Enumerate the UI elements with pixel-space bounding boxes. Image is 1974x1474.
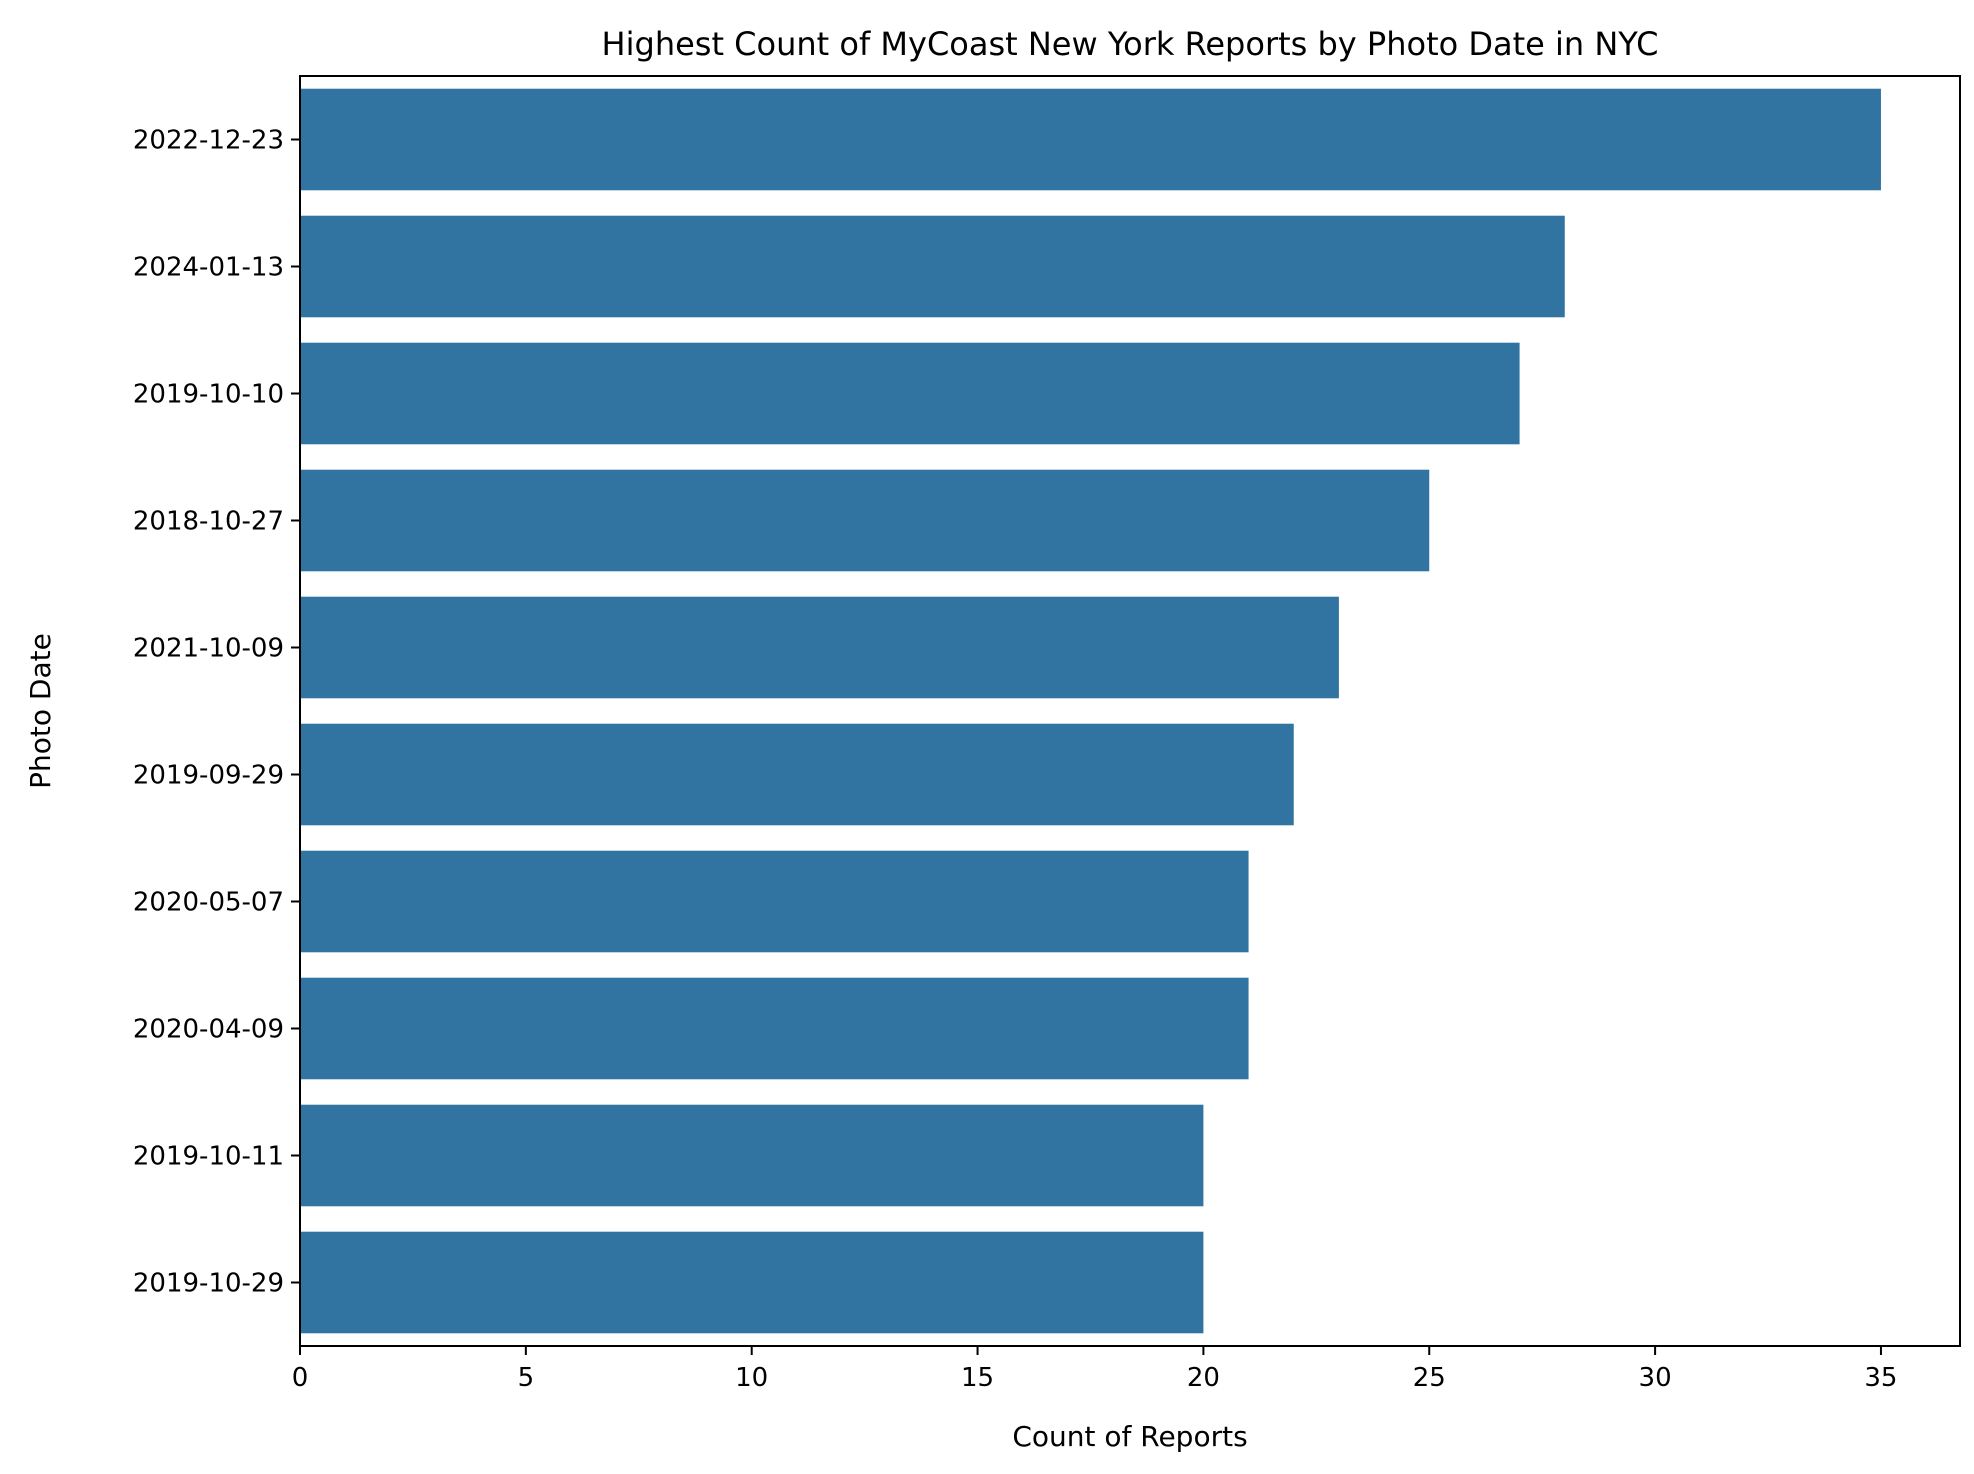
x-axis-label: Count of Reports [1012,1420,1247,1453]
x-tick-label: 10 [735,1363,768,1393]
y-tick-label: 2019-10-10 [133,380,284,410]
bar-2024-01-13 [300,215,1565,318]
y-tick-label: 2020-04-09 [133,1015,284,1045]
x-tick-label: 35 [1864,1363,1897,1393]
x-tick-label: 0 [292,1363,309,1393]
bar-2019-09-29 [300,723,1294,826]
chart-title: Highest Count of MyCoast New York Report… [602,25,1659,63]
plot-area-frame [299,75,1961,1347]
y-axis-label: Photo Date [24,633,57,789]
ticks-layer: 2022-12-23 2024-01-13 2019-10-10 2018-10-27… [133,126,1898,1394]
bar-2018-10-27 [300,469,1430,572]
x-tick-label: 15 [961,1363,994,1393]
bars-layer [300,88,1881,1334]
bar-2021-10-09 [300,596,1339,699]
bar-2019-10-10 [300,342,1520,445]
bar-2019-10-29 [300,1231,1204,1334]
bar-2022-12-23 [300,88,1881,191]
x-tick-label: 30 [1639,1363,1672,1393]
bar-2019-10-11 [300,1104,1204,1207]
y-tick-label: 2019-09-29 [133,761,284,791]
x-tick-label: 20 [1187,1363,1220,1393]
y-tick-label: 2024-01-13 [133,253,284,283]
y-tick-label: 2019-10-29 [133,1269,284,1299]
bar-2020-04-09 [300,977,1249,1080]
bar-2020-05-07 [300,850,1249,953]
y-tick-label: 2018-10-27 [133,507,284,537]
x-tick-label: 5 [518,1363,535,1393]
x-tick-label: 25 [1413,1363,1446,1393]
y-tick-label: 2022-12-23 [133,126,284,156]
y-tick-label: 2021-10-09 [133,634,284,664]
y-tick-label: 2020-05-07 [133,888,284,918]
y-tick-label: 2019-10-11 [133,1142,284,1172]
